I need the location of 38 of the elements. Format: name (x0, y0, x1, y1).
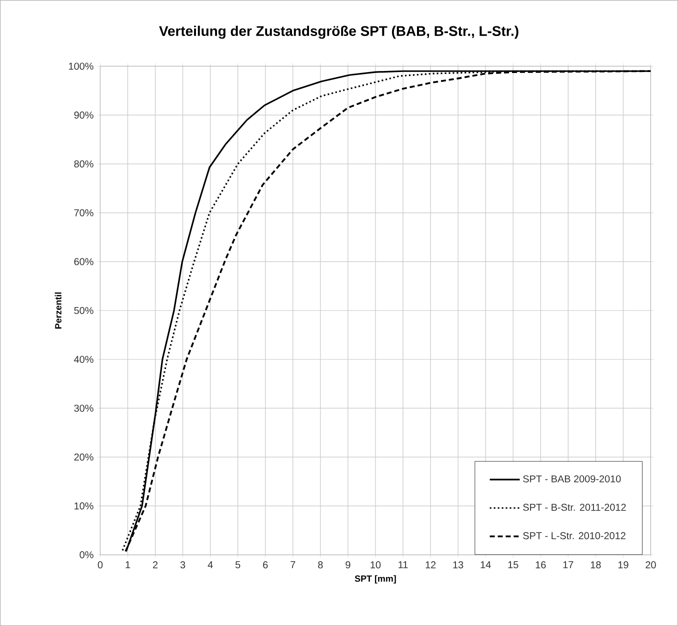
y-tick-label: 10% (74, 502, 94, 510)
x-tick-label: 7 (290, 561, 296, 568)
x-tick-label: 0 (98, 561, 103, 568)
x-tick-label: 13 (453, 561, 464, 568)
x-tick-label: 15 (508, 561, 518, 568)
x-tick-label: 18 (590, 561, 601, 568)
y-tick-label: 70% (74, 209, 94, 216)
x-tick-label: 8 (318, 561, 323, 568)
x-tick-label: 3 (180, 561, 186, 568)
x-tick-label: 6 (263, 561, 268, 568)
x-tick-label: 12 (426, 561, 436, 568)
x-tick-label: 1 (126, 561, 130, 568)
y-tick-label: 40% (74, 356, 94, 363)
y-tick-label: 100% (69, 62, 94, 70)
x-tick-label: 17 (563, 561, 574, 568)
y-tick-label: 20% (74, 454, 94, 461)
y-tick-label: 60% (74, 258, 94, 266)
y-tick-label: 50% (74, 306, 94, 314)
legend-label: SPT - BAB 2009-2010 (523, 475, 621, 482)
x-tick-label: 19 (618, 561, 628, 568)
x-tick-label: 10 (370, 561, 381, 568)
legend-label: SPT - L-Str. 2010-2012 (523, 532, 626, 540)
x-tick-label: 9 (346, 561, 350, 568)
legend-label: SPT - B-Str. 2011-2012 (523, 504, 626, 511)
x-tick-label: 16 (536, 561, 546, 568)
chart-title: Verteilung der Zustandsgröße SPT (BAB, B-Str., L-Str.) (159, 26, 518, 39)
x-tick-label: 4 (208, 561, 213, 568)
x-tick-label: 11 (398, 561, 408, 568)
y-tick-label: 90% (74, 112, 94, 119)
y-axis-title: Perzentil (54, 292, 62, 329)
x-tick-label: 2 (153, 561, 158, 568)
y-tick-label: 30% (74, 404, 94, 412)
x-axis-title: SPT [mm] (354, 575, 396, 584)
y-tick-label: 80% (74, 160, 94, 168)
x-tick-label: 14 (480, 561, 491, 568)
x-tick-label: 5 (235, 561, 240, 568)
x-tick-label: 20 (646, 561, 656, 568)
y-tick-label: 0% (80, 551, 94, 558)
